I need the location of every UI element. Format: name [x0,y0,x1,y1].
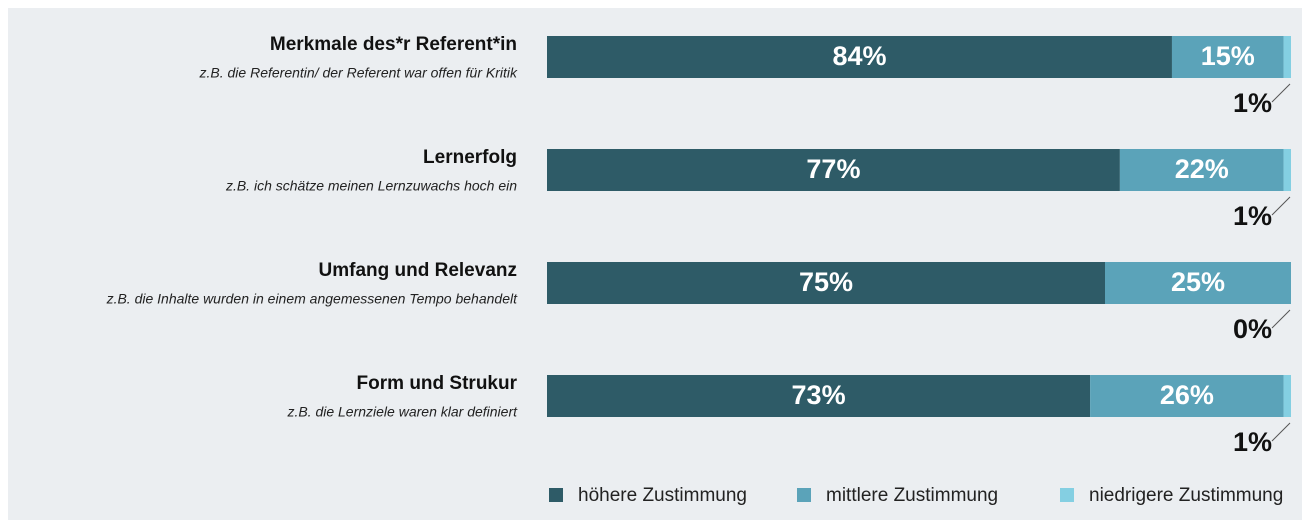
bar-segment [1090,375,1284,417]
value-label: 75% [799,267,853,297]
bar-segment [547,149,1120,191]
category-description: z.B. die Inhalte wurden in einem angemes… [106,291,519,307]
legend-swatch [1060,488,1074,502]
value-label: 0% [1233,314,1272,344]
legend-label: höhere Zustimmung [578,485,747,506]
value-label: 1% [1233,88,1272,118]
value-label: 84% [832,41,886,71]
bar-segment [1171,36,1284,78]
legend-label: mittlere Zustimmung [826,485,998,506]
bar-segment [1283,375,1291,417]
category-label: Lernerfolg [423,147,517,168]
bar-segment [547,36,1172,78]
value-label: 1% [1233,201,1272,231]
value-label: 73% [792,380,846,410]
bar-segment [1105,262,1291,304]
value-label: 26% [1160,380,1214,410]
category-description: z.B. die Referentin/ der Referent war of… [199,65,518,81]
bar-segment [1119,149,1284,191]
value-label: 1% [1233,427,1272,457]
category-label: Form und Strukur [357,373,518,394]
category-label: Merkmale des*r Referent*in [270,34,517,55]
leader-line [1271,196,1291,216]
value-label: 25% [1171,267,1225,297]
value-label: 77% [806,154,860,184]
value-label: 15% [1201,41,1255,71]
bar-segment [1283,149,1291,191]
bar-segment [547,375,1091,417]
leader-line [1271,422,1291,442]
leader-line [1271,309,1291,329]
value-label: 22% [1175,154,1229,184]
legend-swatch [797,488,811,502]
bar-segment [547,262,1105,304]
category-label: Umfang und Relevanz [319,260,517,281]
legend-swatch [549,488,563,502]
category-description: z.B. ich schätze meinen Lernzuwachs hoch… [225,178,517,194]
leader-line [1271,83,1291,103]
bar-segment [1283,36,1291,78]
category-description: z.B. die Lernziele waren klar definiert [286,404,518,420]
legend-label: niedrigere Zustimmung [1089,485,1283,506]
